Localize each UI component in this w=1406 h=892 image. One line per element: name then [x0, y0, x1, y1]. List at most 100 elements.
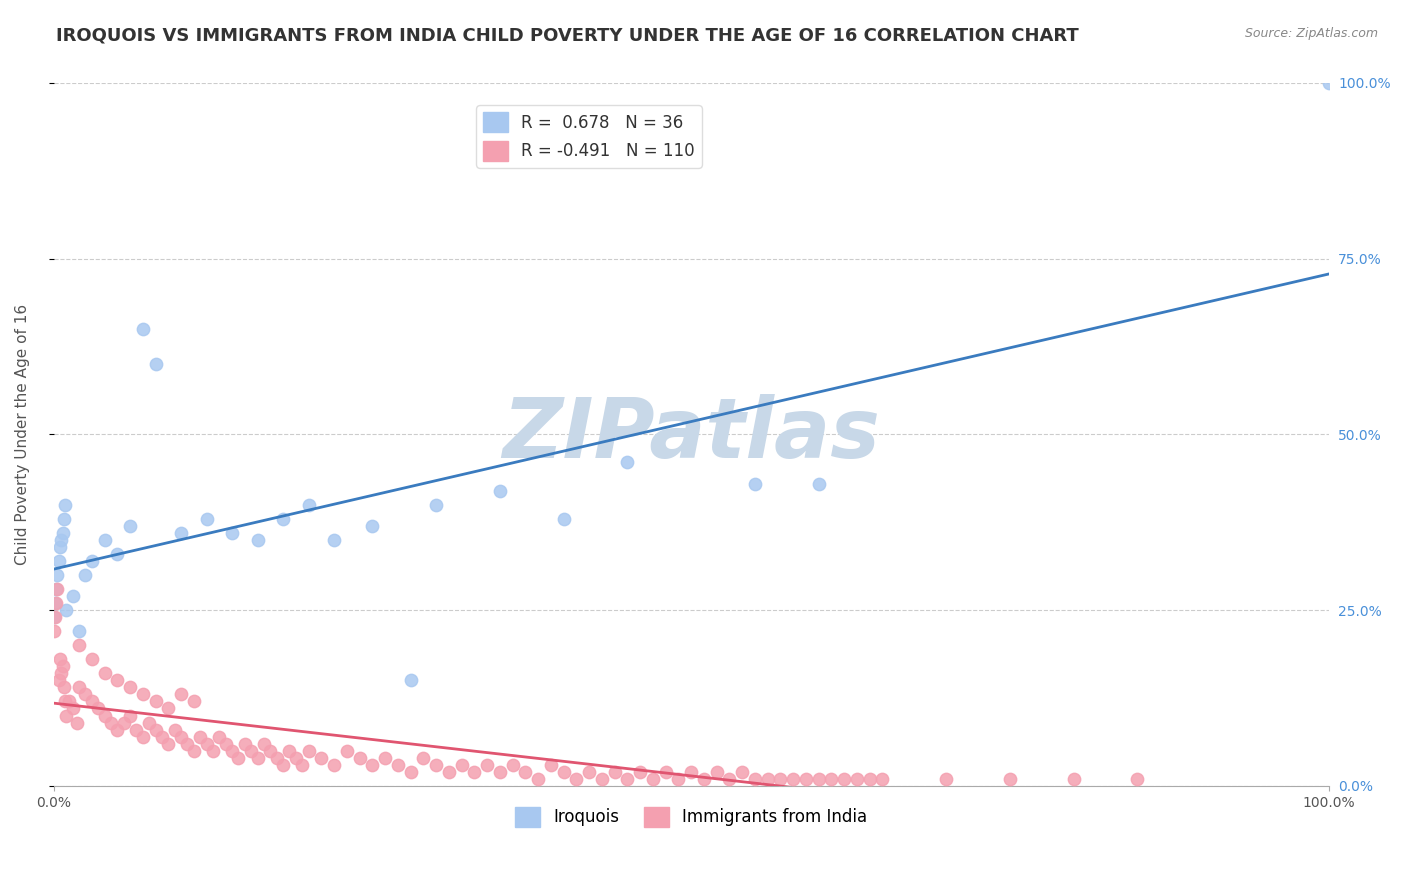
Point [221, 744, 243, 758]
Point [298, 744, 321, 758]
Y-axis label: Child Poverty Under the Age of 16: Child Poverty Under the Age of 16 [15, 304, 30, 565]
Point [52, 681, 75, 695]
Point [138, 715, 160, 730]
Point [616, 455, 638, 469]
Point [105, 723, 128, 737]
Point [565, 772, 588, 786]
Point [44, 596, 66, 610]
Point [820, 772, 842, 786]
Point [489, 483, 512, 498]
Point [45, 596, 67, 610]
Point [195, 737, 218, 751]
Point [756, 772, 779, 786]
Point [271, 757, 294, 772]
Point [170, 730, 193, 744]
Point [603, 764, 626, 779]
Point [266, 750, 288, 764]
Point [935, 772, 957, 786]
Point [188, 730, 211, 744]
Point [807, 772, 830, 786]
Point [215, 737, 238, 751]
Point [832, 772, 855, 786]
Point [62, 701, 84, 715]
Point [872, 772, 894, 786]
Point [53, 498, 76, 512]
Point [62, 589, 84, 603]
Point [450, 757, 472, 772]
Point [591, 772, 613, 786]
Point [157, 737, 180, 751]
Point [859, 772, 882, 786]
Point [53, 694, 76, 708]
Point [132, 322, 155, 336]
Point [553, 764, 575, 779]
Point [157, 701, 180, 715]
Point [221, 525, 243, 540]
Point [228, 750, 250, 764]
Point [48, 554, 70, 568]
Point [170, 525, 193, 540]
Point [100, 715, 122, 730]
Point [1126, 772, 1149, 786]
Point [278, 744, 301, 758]
Point [681, 764, 703, 779]
Point [782, 772, 804, 786]
Point [361, 518, 384, 533]
Point [1317, 76, 1340, 90]
Text: IROQUOIS VS IMMIGRANTS FROM INDIA CHILD POVERTY UNDER THE AGE OF 16 CORRELATION : IROQUOIS VS IMMIGRANTS FROM INDIA CHILD … [56, 27, 1078, 45]
Point [150, 730, 173, 744]
Point [323, 757, 346, 772]
Point [51, 666, 73, 681]
Point [45, 582, 67, 596]
Point [80, 554, 103, 568]
Text: Source: ZipAtlas.com: Source: ZipAtlas.com [1244, 27, 1378, 40]
Point [540, 757, 562, 772]
Point [125, 723, 148, 737]
Point [412, 750, 434, 764]
Point [132, 730, 155, 744]
Point [374, 750, 396, 764]
Point [349, 750, 371, 764]
Legend: Iroquois, Immigrants from India: Iroquois, Immigrants from India [508, 800, 875, 834]
Point [51, 659, 73, 673]
Point [93, 666, 115, 681]
Point [399, 673, 422, 688]
Point [49, 540, 72, 554]
Point [744, 772, 766, 786]
Point [271, 512, 294, 526]
Point [46, 582, 69, 596]
Point [163, 723, 186, 737]
Point [240, 744, 263, 758]
Point [233, 737, 256, 751]
Point [666, 772, 689, 786]
Point [769, 772, 792, 786]
Point [718, 772, 741, 786]
Point [93, 708, 115, 723]
Point [67, 681, 90, 695]
Point [475, 757, 498, 772]
Point [489, 764, 512, 779]
Point [323, 533, 346, 547]
Point [170, 687, 193, 701]
Point [654, 764, 676, 779]
Point [1063, 772, 1085, 786]
Point [399, 764, 422, 779]
Point [80, 652, 103, 666]
Point [48, 673, 70, 688]
Point [731, 764, 754, 779]
Point [51, 525, 73, 540]
Point [845, 772, 868, 786]
Point [807, 476, 830, 491]
Point [132, 687, 155, 701]
Point [55, 708, 77, 723]
Point [527, 772, 550, 786]
Point [80, 694, 103, 708]
Point [42, 610, 65, 624]
Point [55, 603, 77, 617]
Point [46, 568, 69, 582]
Point [425, 498, 447, 512]
Point [176, 737, 198, 751]
Point [387, 757, 409, 772]
Point [998, 772, 1021, 786]
Point [253, 737, 276, 751]
